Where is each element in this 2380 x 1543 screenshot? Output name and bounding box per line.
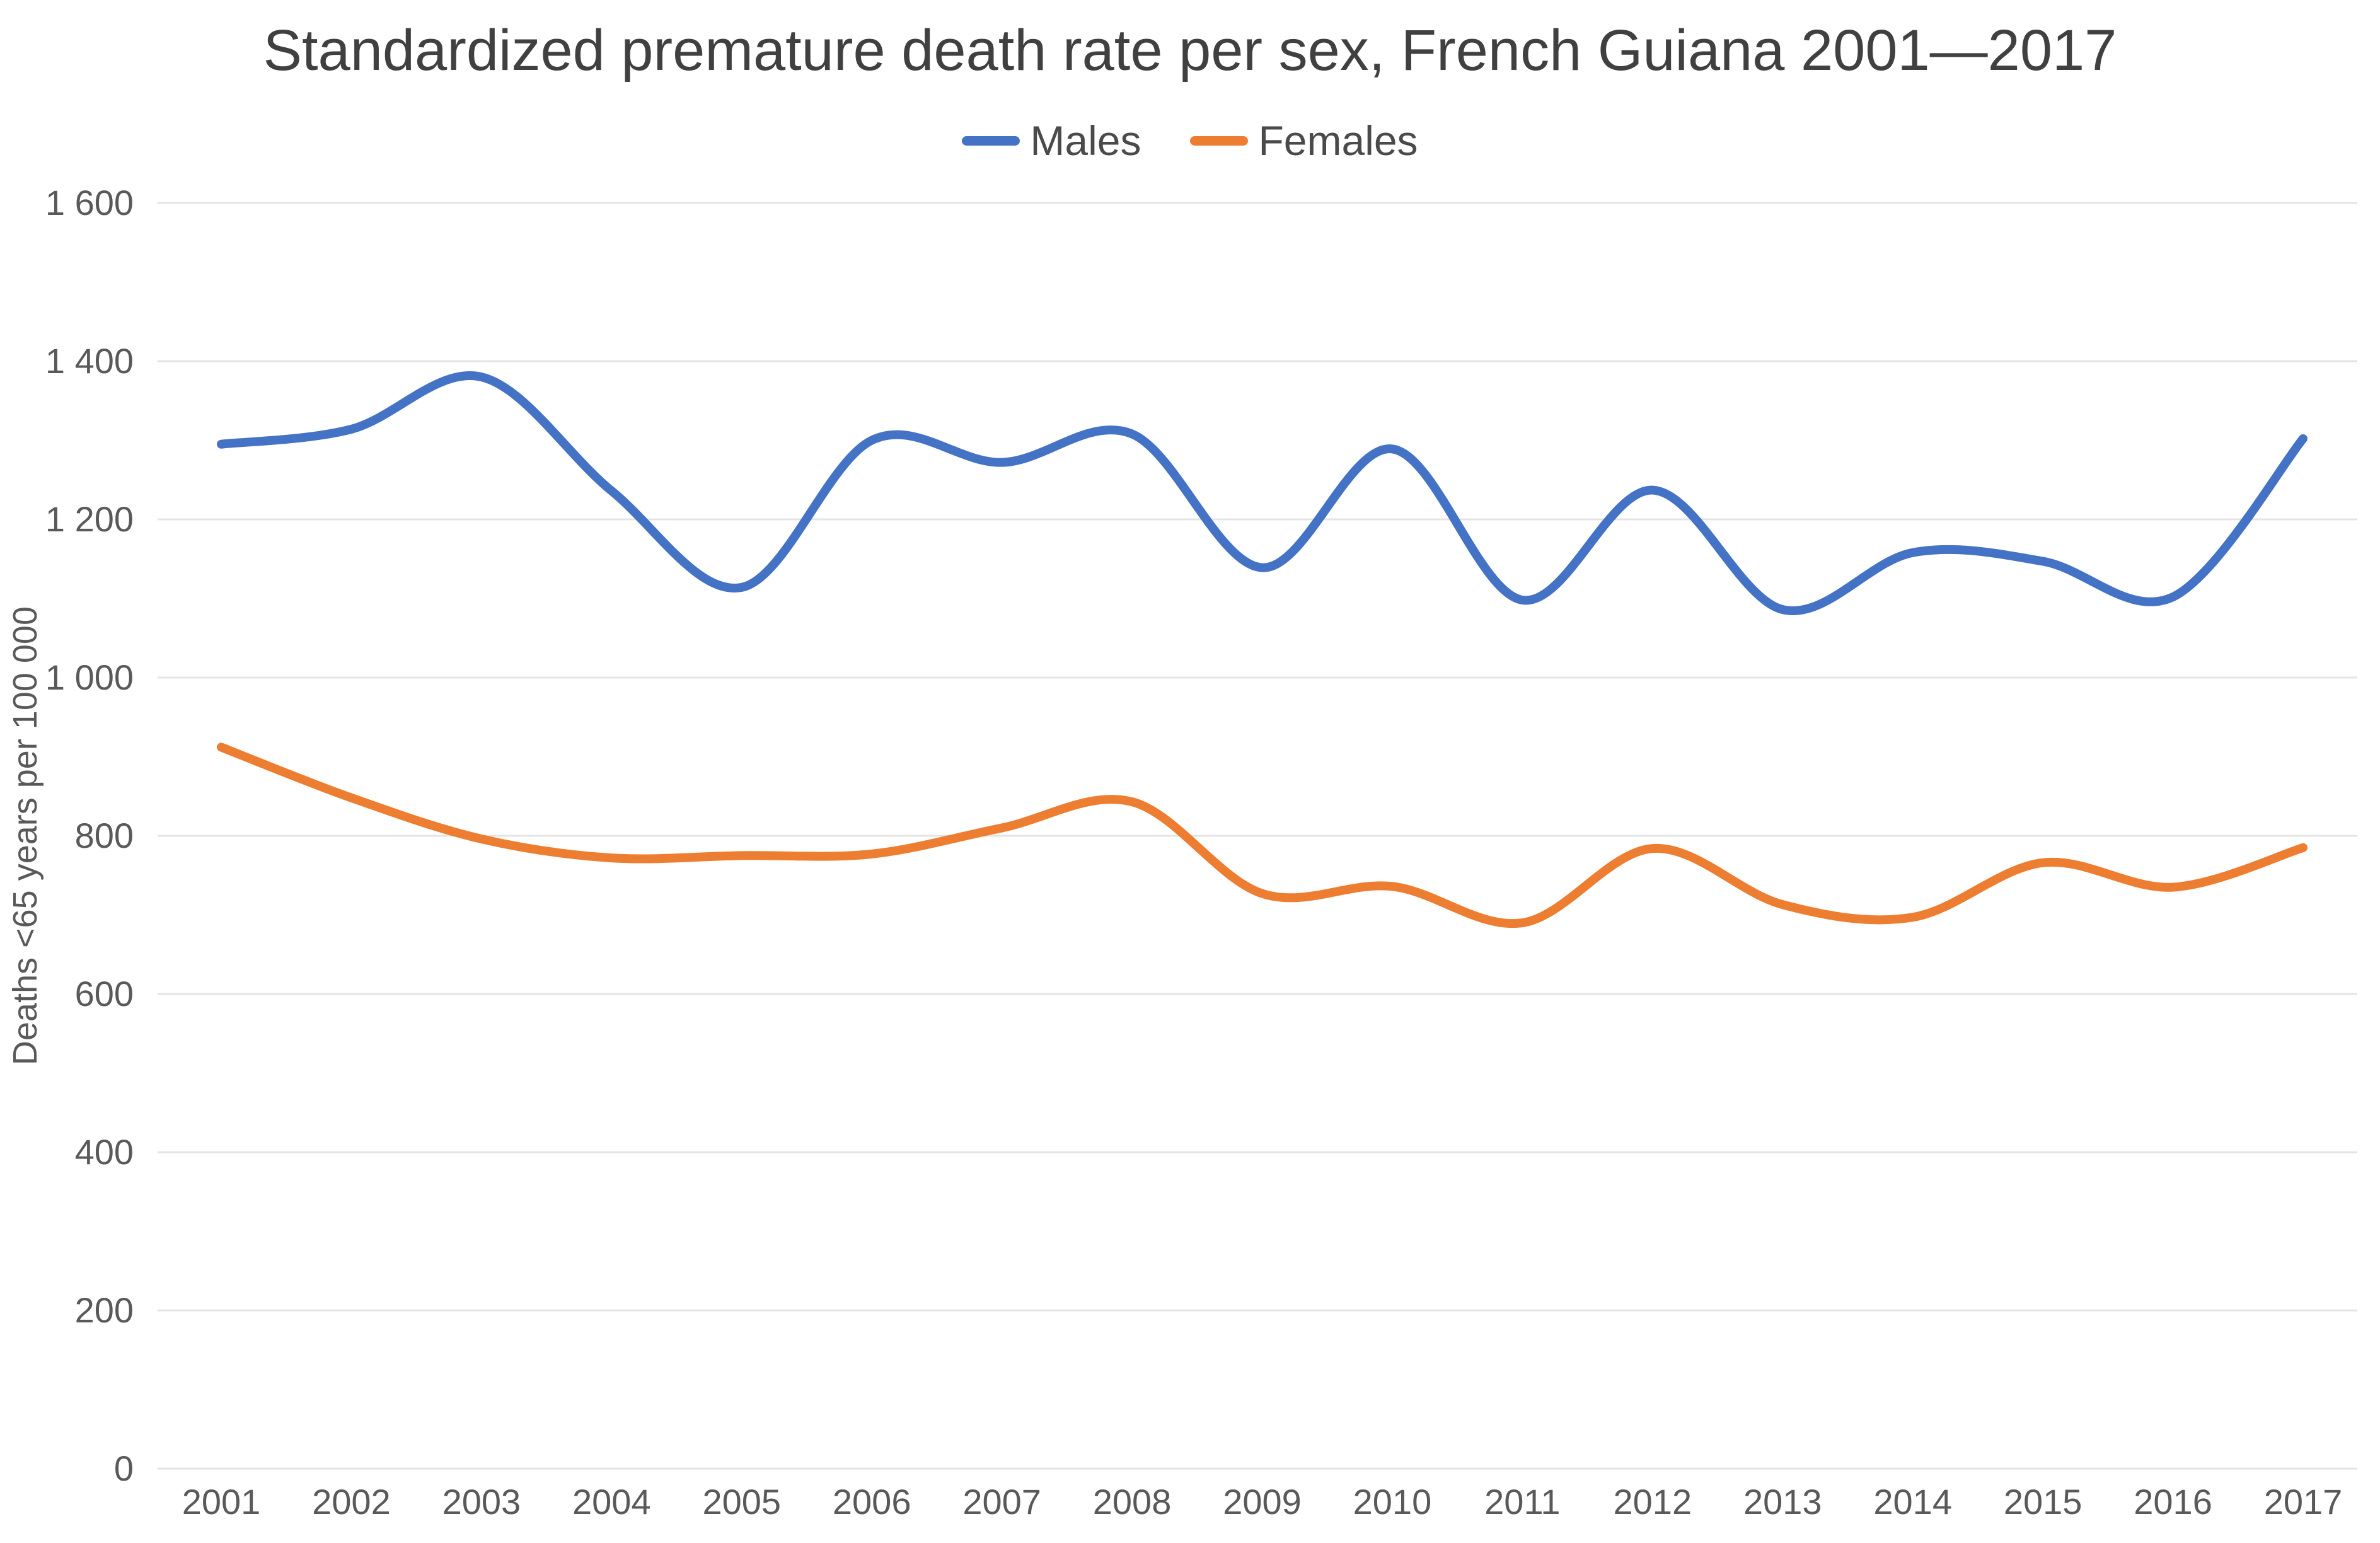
- legend-item-males: Males: [962, 117, 1141, 165]
- x-tick-label: 2008: [1093, 1482, 1172, 1522]
- y-tick-label: 1 400: [45, 341, 134, 381]
- y-tick-label: 200: [75, 1290, 134, 1330]
- females-line-swatch-icon: [1190, 136, 1249, 146]
- chart-title: Standardized premature death rate per se…: [263, 18, 2117, 83]
- legend-item-females: Females: [1190, 117, 1418, 165]
- x-tick-label: 2002: [312, 1482, 391, 1522]
- y-tick-label: 1 600: [45, 183, 134, 222]
- x-tick-label: 2017: [2264, 1482, 2343, 1522]
- x-tick-label: 2006: [833, 1482, 911, 1522]
- males-line: [217, 371, 2308, 615]
- x-tick-label: 2012: [1614, 1482, 1692, 1522]
- legend: Males Females: [0, 112, 2380, 169]
- females-line: [217, 743, 2308, 928]
- x-tick-label: 2010: [1353, 1482, 1432, 1522]
- legend-label-females: Females: [1258, 117, 1418, 164]
- x-tick-label: 2014: [1873, 1482, 1952, 1522]
- y-tick-label: 600: [75, 974, 134, 1014]
- y-tick-label: 1 000: [45, 657, 134, 697]
- y-tick-label: 800: [75, 816, 134, 855]
- y-tick-label: 400: [75, 1132, 134, 1172]
- y-tick-label: 1 200: [45, 499, 134, 539]
- legend-label-males: Males: [1030, 117, 1141, 164]
- x-tick-label: 2013: [1743, 1482, 1822, 1522]
- x-tick-label: 2001: [182, 1482, 261, 1522]
- males-line-swatch-icon: [962, 136, 1020, 146]
- x-tick-label: 2004: [572, 1482, 651, 1522]
- x-tick-label: 2007: [962, 1482, 1041, 1522]
- x-tick-label: 2011: [1484, 1482, 1560, 1522]
- y-tick-label: 0: [114, 1448, 134, 1488]
- x-tick-label: 2016: [2134, 1482, 2212, 1522]
- x-tick-label: 2003: [442, 1482, 521, 1522]
- x-tick-label: 2015: [2004, 1482, 2082, 1522]
- x-tick-label: 2005: [702, 1482, 781, 1522]
- x-tick-label: 2009: [1223, 1482, 1302, 1522]
